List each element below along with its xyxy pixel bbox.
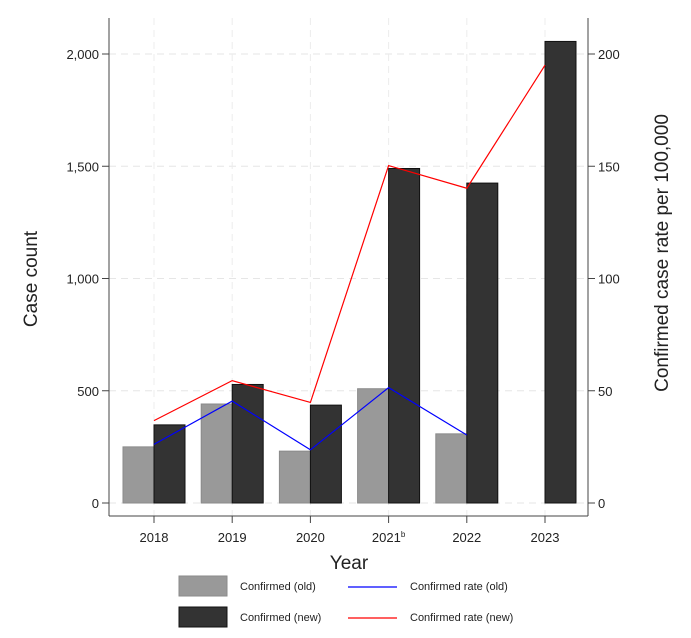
x-tick-label-text: 2018	[140, 530, 169, 545]
x-tick-label-text: 2021	[372, 530, 401, 545]
x-tick-label-text: 2022	[452, 530, 481, 545]
line-rate-new	[153, 64, 546, 422]
y-tick-label: 1,500	[66, 159, 99, 174]
lines	[153, 64, 546, 451]
legend-swatch-old	[178, 575, 228, 597]
bar-new-2018	[153, 424, 186, 504]
grid	[109, 18, 588, 516]
bar-old-2018	[122, 446, 155, 504]
y-right-tick-label: 0	[598, 496, 605, 511]
x-tick-label: 2020	[296, 530, 325, 545]
y-tick-label: 500	[77, 384, 99, 399]
legend-label: Confirmed (old)	[240, 581, 316, 593]
bar-old-2019	[200, 403, 233, 504]
line-rate-old	[153, 386, 468, 451]
y-right-tick-label: 50	[598, 384, 612, 399]
y-right-tick-label: 150	[598, 159, 620, 174]
y-right-tick-label: 200	[598, 47, 620, 62]
x-tick-label-text: 2020	[296, 530, 325, 545]
x-tick-label: 2021b	[372, 530, 406, 545]
axes: 0 500 1,000 1,500 2,000 0 50 100 150 200 2018 2019 2…	[66, 18, 620, 545]
x-tick-label: 2018	[140, 530, 169, 545]
bar-new-2020	[309, 404, 342, 504]
legend-label: Confirmed rate (new)	[410, 612, 513, 624]
bar-new-2021	[388, 167, 421, 504]
bar-new-2019	[231, 383, 264, 504]
legend-label: Confirmed (new)	[240, 612, 321, 624]
y-tick-label: 1,000	[66, 272, 99, 287]
x-tick-label-text: 2023	[531, 530, 560, 545]
bar-old-2022	[435, 433, 468, 504]
y-tick-label: 0	[92, 496, 99, 511]
bar-old-2020	[278, 450, 311, 504]
y-tick-label: 2,000	[66, 47, 99, 62]
legend-swatch-new	[178, 606, 228, 628]
x-tick-superscript: b	[401, 530, 406, 539]
bar-old-2021	[357, 388, 390, 504]
x-axis-label: Year	[330, 553, 369, 574]
y-axis-label: Case count	[21, 230, 42, 327]
x-tick-label-text: 2019	[218, 530, 247, 545]
x-tick-label: 2022	[452, 530, 481, 545]
bars	[122, 40, 577, 504]
bar-new-2023	[544, 40, 577, 504]
y-right-tick-label: 100	[598, 272, 620, 287]
bar-new-2022	[466, 182, 499, 504]
x-tick-label: 2023	[531, 530, 560, 545]
legend-label: Confirmed rate (old)	[410, 581, 508, 593]
y-axis-right-label: Confirmed case rate per 100,000	[652, 114, 673, 392]
x-tick-label: 2019	[218, 530, 247, 545]
legend: Confirmed (old) Confirmed (new) Confirmed …	[178, 575, 513, 628]
